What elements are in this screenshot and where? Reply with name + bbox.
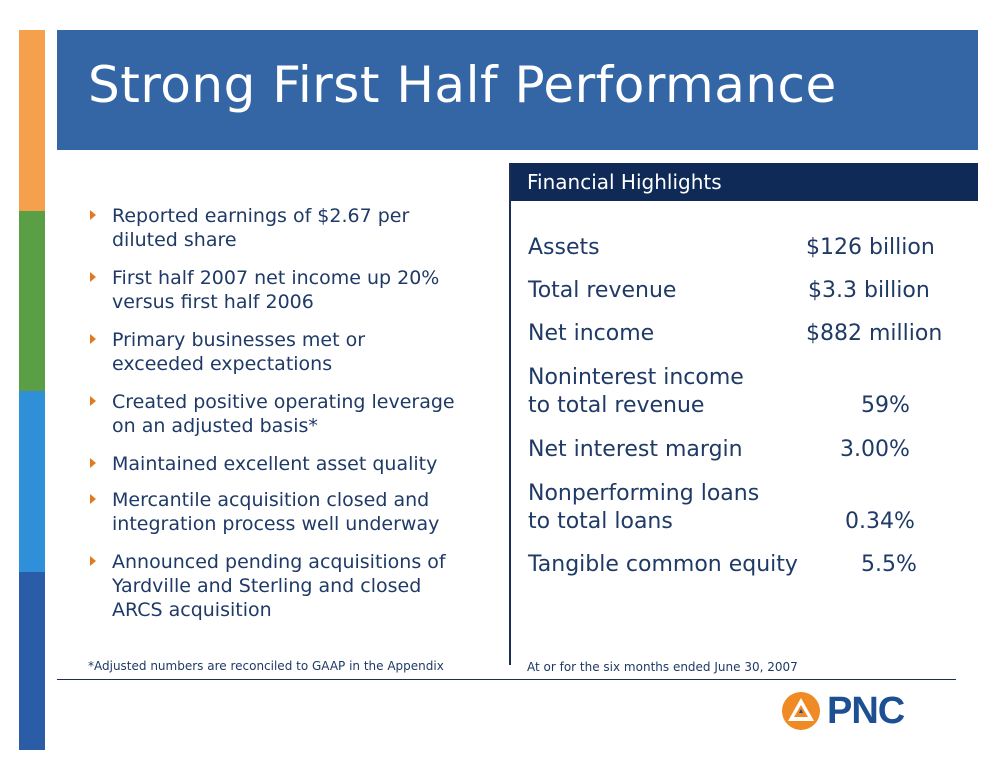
bullet-text-line: Created positive operating leverage [112,391,455,413]
bullet-text-line: Reported earnings of $2.67 per [112,205,410,227]
bullet-text-line: Yardville and Sterling and closed [112,575,422,597]
bullet-arrow-icon [90,334,96,344]
bullet-item: First half 2007 net income up 20% versus… [88,266,498,314]
bullet-text-line: diluted share [112,229,237,251]
pnc-logo-text: PNC [827,690,905,732]
bullet-text-line: First half 2007 net income up 20% [112,267,440,289]
color-stripe-light-blue [19,391,45,572]
bullet-arrow-icon [90,396,96,406]
bullet-text-line: Announced pending acquisitions of [112,551,446,573]
period-footnote: At or for the six months ended June 30, … [527,660,798,674]
highlight-label-nonperforming-loans-line2: to total loans [528,509,673,534]
bullet-text-line: exceeded expectations [112,353,333,375]
highlight-value-net-interest-margin: 3.00% [840,437,910,462]
bullet-item: Created positive operating leverage on a… [88,390,498,438]
bullet-text-line: Primary businesses met or [112,329,366,351]
adjusted-numbers-footnote: *Adjusted numbers are reconciled to GAAP… [88,659,444,673]
bullet-item: Mercantile acquisition closed and integr… [88,488,498,536]
color-stripe-blue [19,572,45,750]
bullet-text-line: Mercantile acquisition closed and [112,489,430,511]
highlight-value-assets: $126 billion [806,235,935,260]
highlight-label-nonperforming-loans: Nonperforming loans [528,481,760,506]
bullet-text-line: ARCS acquisition [112,599,272,621]
bullet-text-line: versus first half 2006 [112,291,314,313]
title-bar: Strong First Half Performance [57,30,978,150]
financial-highlights-header: Financial Highlights [511,163,978,201]
highlight-label-tangible-common-equity: Tangible common equity [528,552,798,577]
highlight-value-tangible-common-equity: 5.5% [861,552,917,577]
color-stripe-green [19,211,45,391]
highlight-label-total-revenue: Total revenue [528,278,677,303]
highlight-label-net-interest-margin: Net interest margin [528,437,743,462]
bullet-text-line: integration process well underway [112,513,440,535]
highlight-value-noninterest-income: 59% [861,393,910,418]
highlight-value-total-revenue: $3.3 billion [808,278,930,303]
bullet-item: Announced pending acquisitions of Yardvi… [88,550,498,622]
bullet-item: Primary businesses met or exceeded expec… [88,328,498,376]
bullet-arrow-icon [90,272,96,282]
highlight-label-noninterest-income: Noninterest income [528,365,744,390]
bullet-arrow-icon [90,556,96,566]
bullet-text-line: on an adjusted basis* [112,415,318,437]
bullet-text-line: Maintained excellent asset quality [112,453,438,475]
highlight-label-net-income: Net income [528,321,655,346]
panel-divider-line [509,163,511,665]
slide-title: Strong First Half Performance [88,56,837,114]
bullet-arrow-icon [90,210,96,220]
bullet-item: Reported earnings of $2.67 per diluted s… [88,204,498,252]
highlight-value-nonperforming-loans: 0.34% [845,509,915,534]
highlight-label-assets: Assets [528,235,600,260]
bullet-arrow-icon [90,458,96,468]
pnc-logo: PNC [780,690,930,732]
financial-highlights-title: Financial Highlights [527,170,722,194]
bullet-list: Reported earnings of $2.67 per diluted s… [88,204,498,636]
footer-divider-line [57,679,956,680]
color-stripe-orange [19,30,45,211]
highlight-label-noninterest-income-line2: to total revenue [528,393,705,418]
bullet-arrow-icon [90,494,96,504]
bullet-item: Maintained excellent asset quality [88,452,498,476]
pnc-triangle-logo-icon [782,692,820,730]
highlight-value-net-income: $882 million [806,321,943,346]
